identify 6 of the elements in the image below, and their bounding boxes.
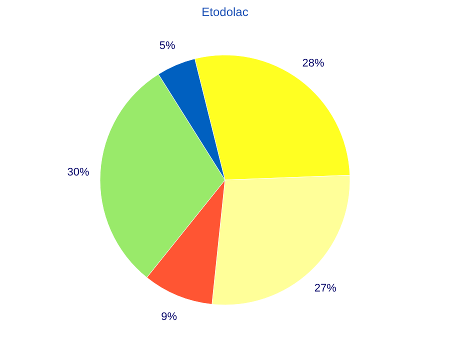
data-label: 28% (302, 57, 324, 70)
data-label: 27% (314, 282, 337, 294)
data-label: 9% (161, 310, 178, 323)
data-label: 30% (67, 166, 90, 179)
data-label: 5% (159, 40, 176, 52)
chart-title: Etodolac (202, 5, 248, 19)
